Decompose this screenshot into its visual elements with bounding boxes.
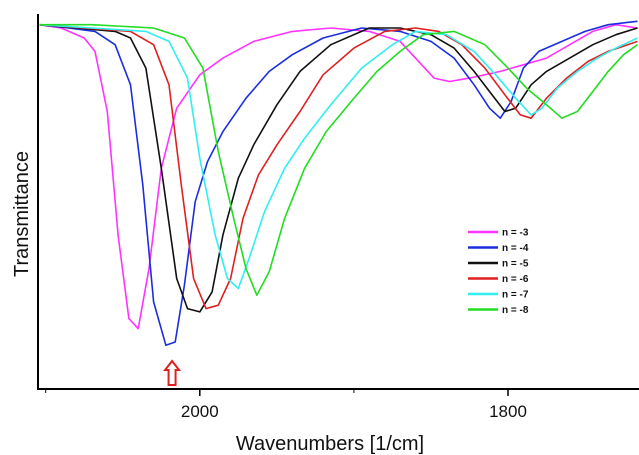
series-line-3 — [39, 23, 638, 313]
x-ticks: 2000 1800 — [45, 389, 527, 421]
series-line-6 — [39, 23, 638, 296]
legend-label: n = -5 — [502, 259, 529, 270]
x-axis-label: Wavenumbers [1/cm] — [236, 433, 424, 455]
legend-label: n = -4 — [502, 243, 529, 254]
y-axis-label: Transmittance — [11, 151, 33, 277]
x-tick-label: 2000 — [181, 402, 219, 421]
legend-label: n = -8 — [502, 305, 529, 316]
legend-label: n = -3 — [502, 228, 529, 239]
x-tick-label: 1800 — [489, 402, 527, 421]
marker-arrow-icon — [163, 359, 182, 386]
legend-label: n = -6 — [502, 274, 529, 285]
series-line-5 — [39, 23, 638, 290]
series-line-1 — [39, 23, 638, 330]
series-group — [39, 20, 638, 347]
legend-label: n = -7 — [502, 290, 529, 301]
series-line-2 — [39, 20, 638, 347]
series-line-4 — [39, 23, 638, 310]
plot-area — [39, 20, 638, 347]
legend: n = -3 n = -4 n = -5 n = -6 n = -7 n = -8 — [468, 228, 529, 316]
